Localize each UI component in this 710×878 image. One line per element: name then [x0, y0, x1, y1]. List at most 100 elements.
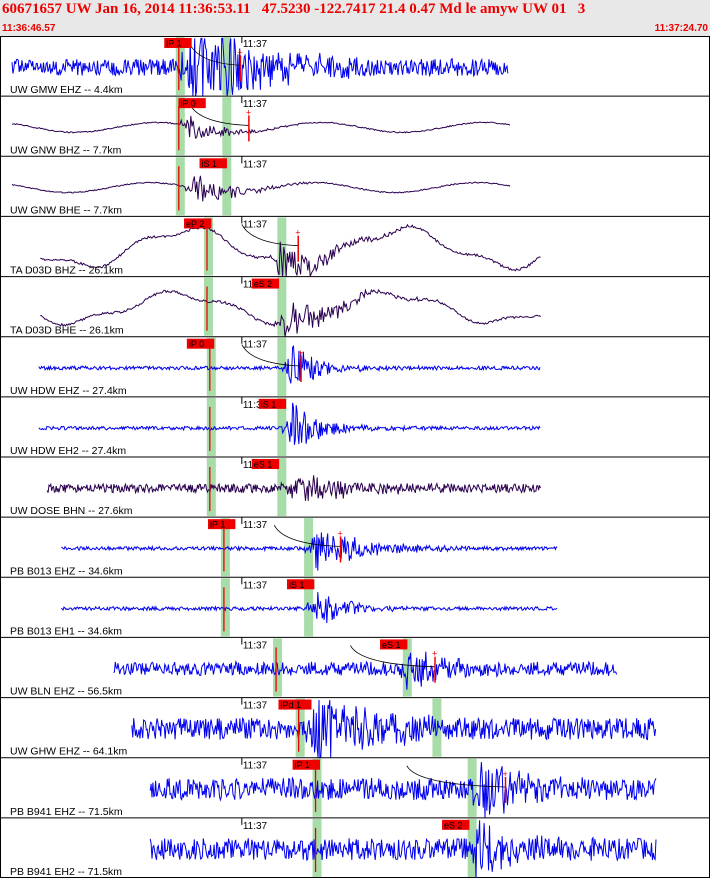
pick-label[interactable]: iS 1 — [261, 399, 277, 409]
coda-plus: + — [432, 649, 437, 659]
pick-label-bg[interactable] — [251, 278, 280, 289]
minute-tick-label: 11:37 — [243, 761, 268, 772]
pick-label[interactable]: iP 1 — [295, 760, 310, 770]
minute-tick-label: 11:37 — [243, 159, 268, 170]
pick-label-bg[interactable] — [278, 699, 312, 710]
pick-label[interactable]: eS 2 — [444, 820, 463, 830]
waveform — [46, 475, 541, 501]
pick-label[interactable]: iS 1 — [202, 159, 218, 169]
pick-label-bg[interactable] — [207, 519, 236, 530]
phase-window — [222, 97, 232, 156]
minute-tick-label: 11:37 — [243, 701, 268, 712]
coda-plus: + — [298, 348, 303, 358]
phase-window — [220, 578, 230, 637]
pick-label[interactable]: iS 1 — [289, 580, 305, 590]
coda-plus: + — [338, 528, 343, 538]
header-bar: 60671657 UW Jan 16, 2014 11:36:53.11 47.… — [0, 0, 710, 36]
waveform — [113, 651, 618, 690]
pick-label[interactable]: eS 2 — [254, 279, 273, 289]
station-label: UW GHW EHZ -- 64.1km — [10, 746, 128, 758]
pick-label-bg[interactable] — [164, 38, 192, 48]
pick-label-bg[interactable] — [258, 398, 287, 409]
phase-window — [312, 818, 322, 877]
pick-label[interactable]: iP 1 — [210, 520, 225, 530]
phase-window — [277, 217, 287, 276]
phase-window — [222, 157, 232, 216]
trace-row: 11:37 + iP 1 PB B013 EHZ -- 34.6km — [0, 516, 710, 577]
station-label: PB B013 EH1 -- 34.6km — [10, 625, 122, 637]
minute-tick-label: 11:37 — [243, 39, 268, 50]
station-label: UW GNW BHZ -- 7.7km — [10, 144, 122, 156]
trace-row: 11:37 iPd 1 UW GHW EHZ -- 64.1km — [0, 697, 710, 759]
station-label: UW GNW BHE -- 7.7km — [10, 204, 122, 216]
pick-label-bg[interactable] — [286, 579, 315, 590]
waveform — [149, 820, 657, 878]
station-label: PB B013 EHZ -- 34.6km — [10, 565, 123, 577]
start-time: 11:36:46.57 — [2, 23, 56, 34]
phase-window — [220, 518, 230, 577]
station-label: PB B941 EH2 -- 71.5km — [10, 866, 122, 878]
waveform — [11, 175, 511, 202]
event-title: 60671657 UW Jan 16, 2014 11:36:53.11 47.… — [2, 1, 586, 17]
trace-row: 11:37 iS 1 PB B013 EH1 -- 34.6km — [0, 576, 710, 637]
coda-plus: + — [237, 47, 242, 57]
pick-label-bg[interactable] — [184, 218, 212, 229]
pick-label-bg[interactable] — [380, 639, 408, 650]
phase-window — [175, 37, 185, 96]
phase-window — [203, 277, 213, 336]
pick-label-bg[interactable] — [251, 459, 280, 469]
pick-label[interactable]: iPd 1 — [280, 700, 301, 710]
waveform — [149, 762, 657, 818]
pick-label[interactable]: iP 0 — [189, 339, 204, 349]
pick-label-bg[interactable] — [186, 338, 215, 349]
station-label: UW GMW EHZ -- 4.4km — [10, 84, 123, 96]
waveform — [61, 532, 558, 571]
pick-label-bg[interactable] — [199, 158, 227, 169]
pick-label[interactable]: iP 0 — [180, 99, 195, 109]
phase-window — [222, 37, 232, 96]
waveform — [131, 699, 657, 759]
pick-label-bg[interactable] — [292, 759, 320, 770]
station-label: UW BLN EHZ -- 56.5km — [10, 686, 122, 698]
coda-plus: + — [503, 769, 508, 779]
waveform — [38, 344, 541, 384]
phase-window — [203, 217, 213, 276]
station-label: UW DOSE BHN -- 27.6km — [10, 505, 133, 517]
trace-row: 11:37 + iP 0 UW HDW EHZ -- 27.4km — [0, 336, 710, 397]
pick-label[interactable]: eP 2 — [186, 219, 204, 229]
minute-tick-label: 11:37 — [243, 219, 268, 230]
pick-label[interactable]: eS 1 — [382, 640, 401, 650]
minute-tick-label: 11:37 — [243, 99, 268, 110]
station-label: TA D03D BHZ -- 26.1km — [10, 265, 123, 277]
trace-row: 11:37 iS 1 UW GNW BHE -- 7.7km — [0, 155, 710, 216]
station-label: TA D03D BHE -- 26.1km — [10, 325, 124, 337]
phase-window — [277, 337, 287, 396]
pick-label[interactable]: eS 1 — [254, 460, 273, 470]
coda-curve — [241, 224, 299, 247]
phase-window — [402, 638, 412, 697]
minute-tick-label: 11:37 — [243, 580, 268, 591]
coda-curve — [350, 645, 436, 668]
phase-window — [175, 97, 185, 156]
station-label: PB B941 EHZ -- 71.5km — [10, 806, 123, 818]
coda-curve — [406, 765, 506, 788]
phase-window — [277, 277, 287, 336]
phase-window — [206, 397, 216, 456]
coda-plus: + — [295, 228, 300, 238]
pick-label-bg[interactable] — [442, 819, 470, 830]
waveform — [61, 592, 558, 624]
waveform — [11, 37, 509, 97]
trace-row: 11:37 + eS 1 UW BLN EHZ -- 56.5km — [0, 636, 710, 698]
coda-curve — [241, 344, 302, 367]
coda-curve — [273, 524, 341, 547]
minute-tick-label: 11:37 — [243, 640, 268, 651]
minute-tick-label: 11:37 — [243, 821, 268, 832]
pick-label-bg[interactable] — [178, 98, 206, 109]
trace-row: 11:37 + iP 1 PB B941 EHZ -- 71.5km — [0, 757, 710, 818]
pick-label[interactable]: iP 1 — [166, 39, 181, 49]
minute-tick-label: 11:37 — [243, 340, 268, 351]
